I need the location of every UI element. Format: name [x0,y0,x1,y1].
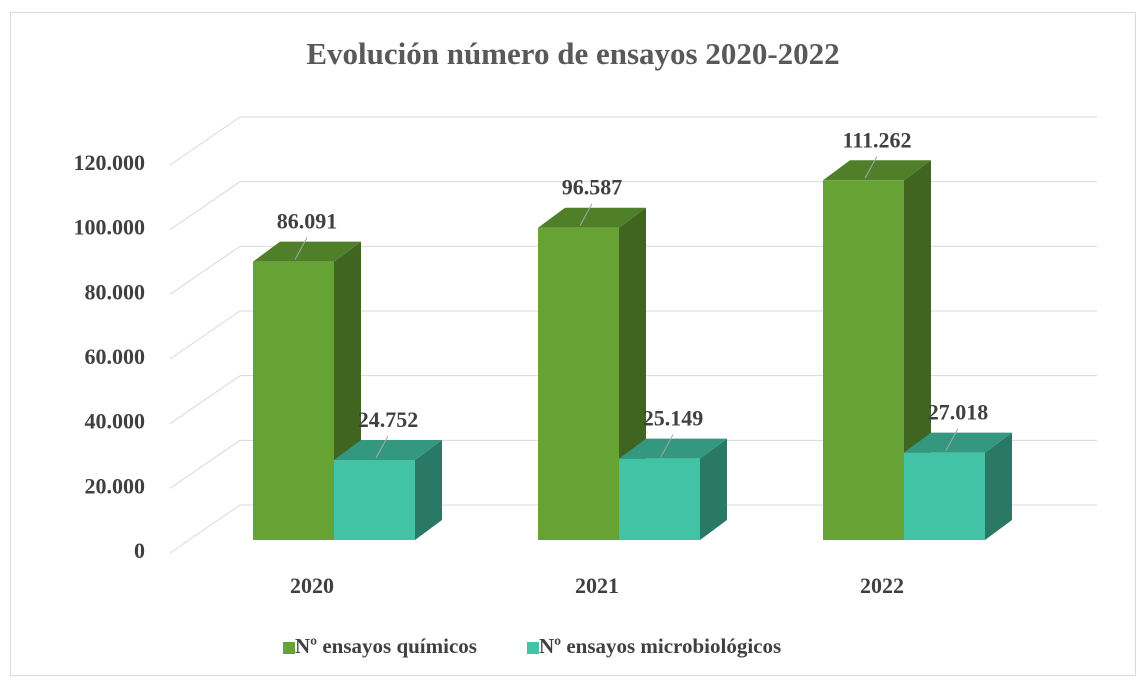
bar-top [253,241,361,262]
bar [823,180,904,540]
bar-top [904,432,1012,453]
grid-line [169,116,241,166]
bar-top [619,438,727,459]
x-tick-label: 2021 [575,573,619,598]
bar-side [985,432,1012,540]
y-tick-label: 20.000 [85,473,146,498]
leader-line [660,434,674,457]
y-tick-label: 0 [134,538,145,563]
bar-top [334,439,442,460]
grid-line [169,504,241,554]
leader-line [945,428,959,451]
value-label: 25.149 [643,406,704,431]
grid-line [169,375,241,425]
bar [538,227,619,540]
bar-top [823,160,931,181]
grid-line [169,439,241,489]
grid-line [169,181,241,231]
bar-top [538,207,646,228]
legend-label: Nº ensayos microbiológicos [539,634,781,658]
leader-line [579,203,593,226]
y-tick-label: 100.000 [74,215,146,240]
value-label: 111.262 [842,127,911,152]
bar [619,458,700,540]
x-tick-label: 2020 [290,573,334,598]
y-tick-label: 60.000 [85,344,146,369]
y-tick-label: 120.000 [74,150,146,175]
legend-swatch [283,642,295,654]
y-tick-label: 80.000 [85,279,146,304]
bar [253,261,334,540]
legend-label: Nº ensayos químicos [295,634,477,658]
value-label: 27.018 [928,400,989,425]
grid-line [169,245,241,295]
bar [904,452,985,540]
value-label: 24.752 [358,407,419,432]
bar-side [700,438,727,540]
leader-line [864,156,878,179]
bar-side [415,439,442,540]
value-label: 96.587 [562,175,623,200]
bar [334,459,415,540]
legend-swatch [526,642,539,654]
leader-line [294,237,308,260]
chart-title: Evolución número de ensayos 2020-2022 [306,36,839,71]
value-label: 86.091 [277,209,338,234]
y-tick-label: 40.000 [85,409,146,434]
x-tick-label: 2022 [860,573,904,598]
leader-line [375,435,389,459]
grid-line [169,310,241,360]
